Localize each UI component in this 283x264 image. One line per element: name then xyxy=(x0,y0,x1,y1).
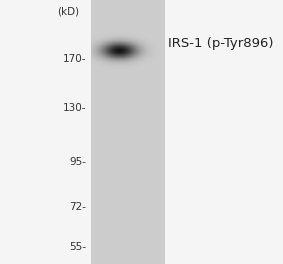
Text: 170-: 170- xyxy=(63,54,86,64)
Text: (kD): (kD) xyxy=(57,7,79,17)
Text: IRS-1 (p-Tyr896): IRS-1 (p-Tyr896) xyxy=(168,37,274,50)
Text: 72-: 72- xyxy=(69,202,86,212)
Text: 55-: 55- xyxy=(69,242,86,252)
Text: 130-: 130- xyxy=(63,103,86,113)
Text: 95-: 95- xyxy=(69,157,86,167)
